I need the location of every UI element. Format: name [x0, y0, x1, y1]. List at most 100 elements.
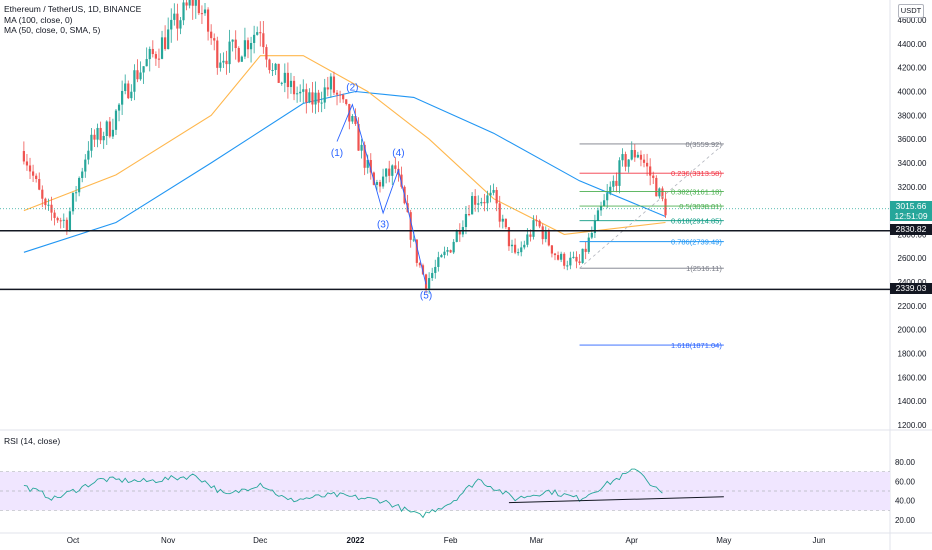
rsi-tick-0: 20.00 — [895, 516, 916, 525]
candle-body — [385, 168, 388, 177]
elliott-wave-labels[interactable]: (1) (2) (3) (4) (5) — [331, 82, 432, 301]
candle-body — [302, 89, 305, 92]
time-tick-7: May — [716, 536, 731, 545]
candle-body — [342, 94, 345, 100]
candle-body — [630, 150, 633, 160]
horizontal-levels[interactable] — [0, 208, 890, 291]
candle-body — [443, 251, 446, 256]
candle-body — [486, 195, 489, 204]
time-tick-3: 2022 — [347, 536, 365, 545]
candle-body — [388, 168, 391, 176]
ma50-line — [23, 55, 666, 235]
candle-body — [572, 256, 575, 258]
candle-body — [111, 129, 115, 137]
candle-body — [431, 272, 434, 279]
candle-body — [176, 13, 179, 29]
candle-body — [194, 0, 197, 6]
candle-body — [256, 32, 259, 35]
candle-body — [164, 37, 167, 50]
candle-body — [532, 220, 535, 237]
candle-body — [47, 204, 50, 206]
candle-body — [265, 47, 268, 60]
candle-body — [391, 165, 394, 176]
candle-body — [253, 34, 256, 43]
candle-body — [455, 230, 458, 242]
candle-body — [467, 214, 471, 216]
candle-body — [434, 266, 437, 273]
candle-body — [145, 59, 148, 67]
rsi-tick-3: 80.00 — [895, 458, 916, 467]
candle-body — [458, 230, 461, 235]
candle-body — [71, 192, 75, 212]
candle-body — [35, 175, 38, 179]
currency-badge[interactable]: USDT — [898, 4, 924, 18]
candle-body — [133, 70, 136, 92]
candle-body — [231, 39, 234, 42]
candle-body — [587, 237, 590, 252]
candle-body — [633, 150, 636, 158]
candle-body — [179, 20, 182, 29]
candle-body — [649, 166, 652, 176]
candle-body — [428, 278, 431, 289]
candle-body — [268, 59, 271, 71]
symbol-title[interactable]: Ethereum / TetherUS, 1D, BINANCE — [4, 4, 142, 14]
candle-body — [351, 116, 354, 122]
price-tick-16: 4400.00 — [898, 40, 927, 49]
fib-label-3: 0.5(3038.01) — [679, 202, 722, 211]
ma50-legend[interactable]: MA (50, close, 0, SMA, 5) — [4, 25, 101, 35]
candle-body — [90, 134, 93, 151]
candle-body — [504, 218, 507, 228]
candle-body — [96, 127, 99, 140]
candle-body — [22, 151, 25, 162]
candle-body — [249, 42, 253, 50]
price-tick-6: 2400.00 — [898, 278, 927, 287]
candle-body — [609, 186, 612, 194]
candle-body — [203, 9, 207, 14]
price-tick-17: 4600.00 — [898, 16, 927, 25]
candle-body — [477, 203, 480, 205]
candle-body — [658, 188, 661, 197]
candle-body — [262, 33, 265, 48]
candle-body — [28, 165, 32, 172]
last-price-value: 3015.66 — [895, 201, 927, 211]
price-tick-1: 1400.00 — [898, 397, 927, 406]
candle-body — [191, 0, 194, 6]
candle-body — [219, 62, 222, 68]
candle-body — [464, 214, 468, 228]
candle-body — [381, 176, 385, 187]
candle-body — [501, 218, 504, 222]
candle-body — [314, 92, 317, 105]
price-tick-2: 1600.00 — [898, 373, 927, 382]
fib-label-6: 1(2516.11) — [686, 264, 722, 273]
candle-body — [234, 39, 237, 49]
candle-body — [492, 189, 495, 193]
candle-body — [535, 220, 538, 222]
candle-body — [114, 110, 118, 130]
rsi-legend[interactable]: RSI (14, close) — [4, 436, 61, 446]
candle-body — [84, 159, 87, 172]
candle-body — [222, 60, 225, 63]
candle-body — [320, 102, 323, 104]
candle-body — [136, 70, 139, 80]
last-price-tag: 3015.66 12:51:09 — [890, 201, 932, 221]
fibonacci-retracement[interactable]: 0(3559.92) 0.236(3313.58) 0.382(3161.18) 0.… — [579, 140, 725, 350]
candle-body — [280, 82, 283, 84]
candle-body — [335, 92, 339, 95]
candle-body — [547, 231, 550, 246]
candle-body — [449, 250, 452, 253]
candle-body — [354, 116, 357, 124]
ma100-legend[interactable]: MA (100, close, 0) — [4, 14, 73, 25]
candle-body — [338, 94, 342, 96]
candle-body — [471, 196, 474, 215]
candle-body — [81, 171, 84, 178]
candle-body — [329, 76, 332, 90]
price-tick-10: 3200.00 — [898, 183, 927, 192]
time-tick-4: Feb — [444, 536, 458, 545]
candlesticks[interactable] — [22, 0, 667, 294]
candle-body — [225, 60, 228, 65]
moving-averages — [23, 55, 666, 253]
wave-label-3: (4) — [392, 148, 404, 159]
candle-body — [246, 40, 250, 50]
candle-body — [560, 253, 563, 260]
